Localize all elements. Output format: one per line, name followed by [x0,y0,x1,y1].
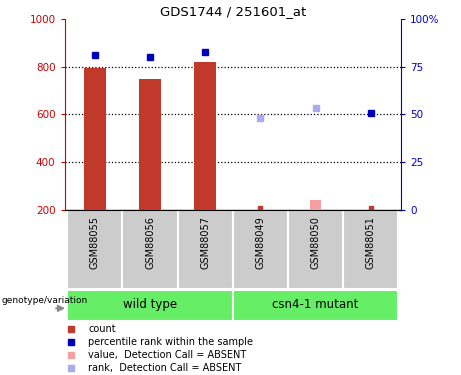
Text: value,  Detection Call = ABSENT: value, Detection Call = ABSENT [88,350,246,360]
Bar [310,200,321,210]
Bar [233,290,398,321]
Bar [67,210,123,289]
Bar [84,68,106,210]
Text: count: count [88,324,116,334]
Text: wild type: wild type [123,298,177,312]
Text: GSM88051: GSM88051 [366,216,376,269]
Text: GSM88050: GSM88050 [311,216,320,269]
Text: genotype/variation: genotype/variation [1,296,88,305]
Bar [67,290,233,321]
Text: rank,  Detection Call = ABSENT: rank, Detection Call = ABSENT [88,363,242,374]
Text: GSM88056: GSM88056 [145,216,155,269]
Bar [177,210,233,289]
Title: GDS1744 / 251601_at: GDS1744 / 251601_at [160,4,306,18]
Text: percentile rank within the sample: percentile rank within the sample [88,337,253,347]
Bar [139,78,161,210]
Text: GSM88049: GSM88049 [255,216,266,269]
Text: csn4-1 mutant: csn4-1 mutant [272,298,359,312]
Bar [233,210,288,289]
Bar [194,62,216,210]
Text: GSM88055: GSM88055 [90,216,100,269]
Bar [123,210,177,289]
Text: GSM88057: GSM88057 [200,216,210,269]
Bar [343,210,398,289]
Bar [288,210,343,289]
